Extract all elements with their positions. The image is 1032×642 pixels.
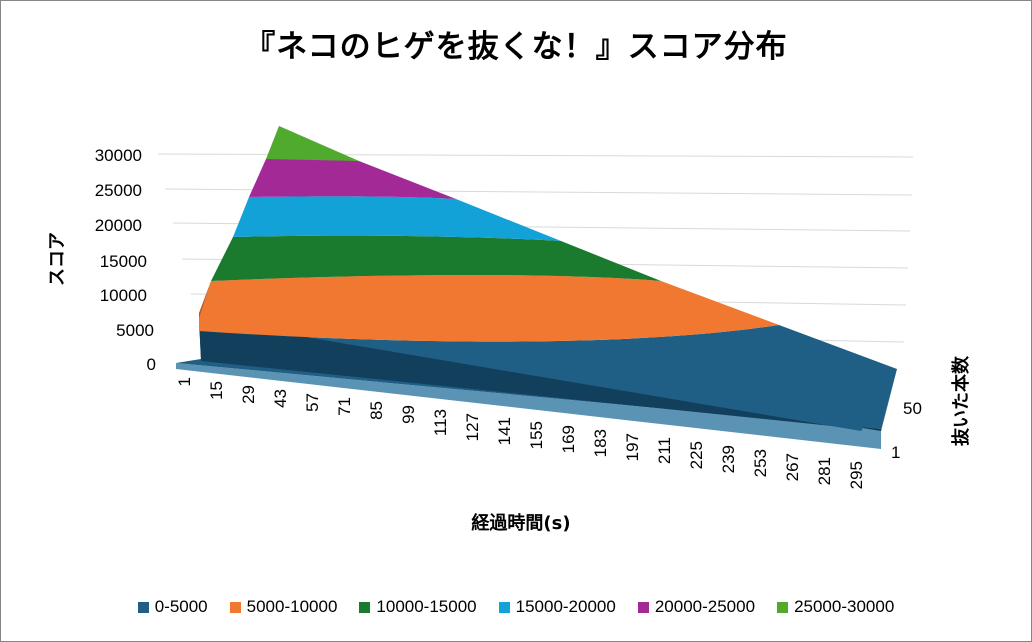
band-0-surface (199, 319, 897, 431)
time-tick-label: 211 (655, 437, 674, 464)
legend-swatch (359, 601, 371, 613)
count-tick-label: 1 (891, 443, 900, 462)
legend-swatch (229, 601, 241, 613)
legend-swatch (777, 601, 789, 613)
time-tick-label: 197 (623, 433, 642, 461)
band-5-surface (266, 126, 359, 161)
chart-title: 『ネコのヒゲを抜くな！』スコア分布 (244, 29, 788, 65)
score-tick-label: 10000 (100, 286, 147, 305)
band-1-edge (199, 281, 211, 319)
time-tick-label: 57 (303, 393, 322, 412)
count-tick-labels: 50 1 (891, 399, 922, 462)
score-tick-label: 15000 (100, 252, 147, 271)
score-tick-label: 20000 (95, 216, 142, 235)
time-tick-label: 239 (719, 445, 738, 473)
legend-label: 10000-15000 (376, 597, 477, 616)
time-tick-label: 183 (591, 429, 610, 457)
time-tick-label: 113 (431, 409, 450, 436)
legend-swatch (498, 601, 510, 613)
band-2-surface (211, 235, 661, 281)
floor-front-edge (176, 363, 881, 449)
time-tick-label: 169 (559, 425, 578, 453)
time-tick-label: 281 (815, 457, 834, 485)
legend-item: 20000-25000 (637, 597, 756, 617)
legend-item: 5000-10000 (229, 597, 338, 617)
time-tick-label: 267 (783, 453, 802, 481)
legend-label: 5000-10000 (246, 597, 338, 616)
band-1-surface (199, 275, 779, 342)
score-tick-label: 0 (147, 355, 156, 374)
time-tick-label: 99 (399, 405, 418, 424)
legend-item: 0-5000 (137, 597, 208, 617)
count-tick-label: 50 (903, 399, 922, 418)
band-3-surface (233, 196, 561, 241)
legend-swatch (137, 601, 149, 613)
time-tick-label: 29 (239, 385, 258, 404)
time-axis-title: 経過時間(s) (471, 512, 570, 534)
score-tick-label: 30000 (95, 146, 142, 165)
time-tick-label: 295 (847, 461, 866, 489)
legend-item: 15000-20000 (498, 597, 616, 617)
time-tick-labels: 1 15 29 43 57 71 85 99 113 127 141 155 169 183 197 211 2… (175, 377, 866, 489)
legend: 0-5000 5000-10000 10000-15000 15000-20000 20… (1, 597, 1031, 617)
time-tick-label: 85 (367, 401, 386, 420)
score-axis-title: スコア (47, 232, 68, 286)
time-tick-label: 225 (687, 441, 706, 469)
legend-item: 25000-30000 (777, 597, 894, 617)
legend-item: 10000-15000 (359, 597, 477, 617)
legend-label: 20000-25000 (654, 597, 756, 616)
score-tick-label: 5000 (116, 321, 154, 340)
time-tick-label: 155 (527, 421, 546, 449)
legend-label: 25000-30000 (794, 597, 895, 616)
band-4-surface (249, 159, 456, 199)
legend-label: 0-5000 (154, 597, 208, 616)
time-tick-label: 15 (207, 381, 226, 400)
count-axis-title: 抜いた本数 (950, 355, 972, 446)
legend-label: 15000-20000 (515, 597, 616, 616)
score-tick-labels: 30000 25000 20000 15000 10000 5000 0 (95, 146, 156, 374)
surface (176, 126, 897, 449)
time-tick-label: 253 (751, 449, 770, 477)
time-tick-label: 71 (335, 397, 354, 416)
time-tick-label: 127 (463, 413, 482, 441)
legend-swatch (637, 601, 649, 613)
score-tick-label: 25000 (95, 181, 142, 200)
time-tick-label: 1 (175, 377, 194, 386)
time-tick-label: 141 (495, 417, 514, 445)
time-tick-label: 43 (271, 389, 290, 408)
